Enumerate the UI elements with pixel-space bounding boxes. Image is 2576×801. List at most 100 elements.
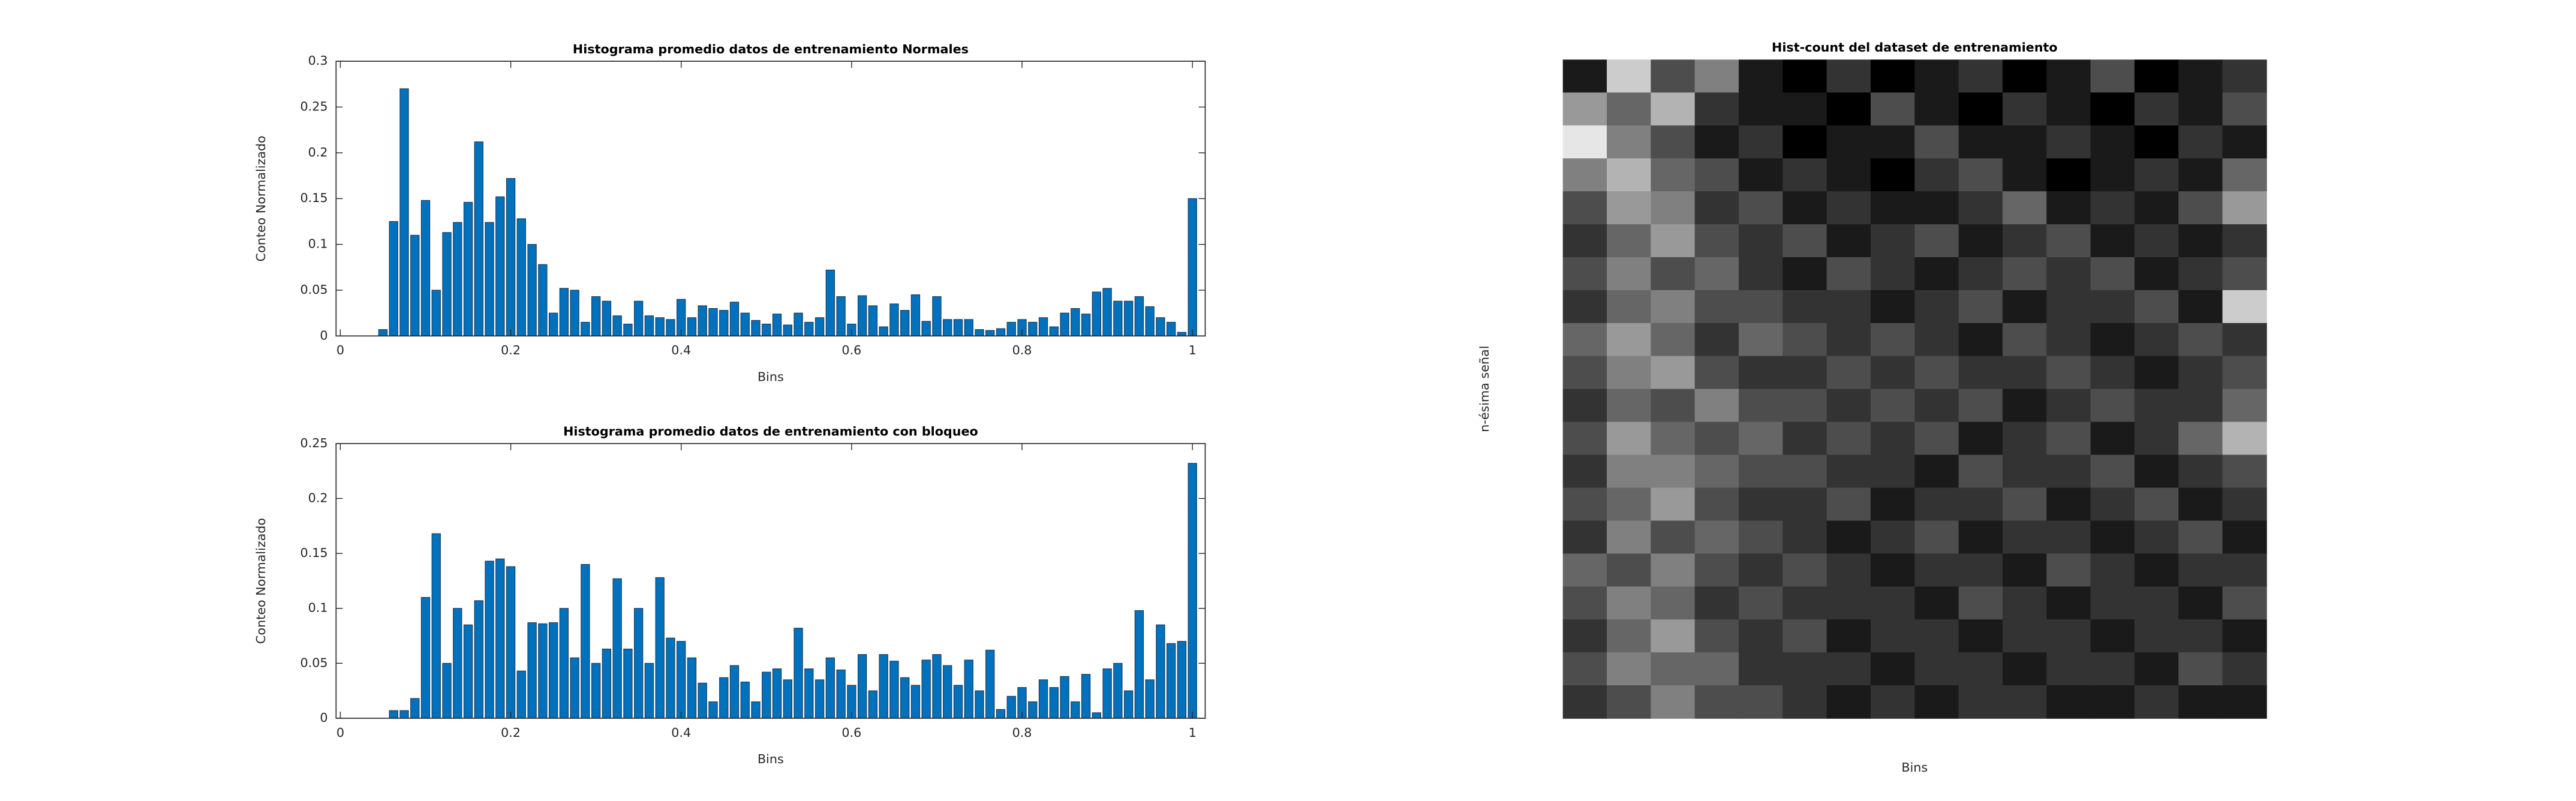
bar bbox=[921, 660, 931, 719]
heatmap-cell bbox=[1694, 520, 1739, 555]
heatmap-cell bbox=[2178, 59, 2223, 94]
x-tick-label: 1 bbox=[1189, 725, 1197, 740]
heatmap-cell bbox=[1870, 59, 1916, 94]
heatmap-cell bbox=[1958, 257, 2003, 291]
heatmap-cell bbox=[2178, 487, 2223, 522]
heatmap-cell bbox=[1651, 389, 1696, 423]
heatmap-cell bbox=[2134, 257, 2180, 291]
bar bbox=[879, 326, 888, 336]
heatmap-cell bbox=[1738, 454, 1784, 489]
heatmap-cell bbox=[1826, 290, 1871, 324]
heatmap-cell bbox=[1914, 257, 1959, 291]
bar bbox=[868, 305, 878, 336]
bar bbox=[825, 657, 835, 719]
bar bbox=[953, 685, 963, 719]
heatmap-cell bbox=[1562, 520, 1607, 555]
heatmap-cell bbox=[1958, 586, 2003, 621]
heatmap-cell bbox=[1914, 487, 1959, 522]
heatmap-cell bbox=[2090, 454, 2135, 489]
bar bbox=[698, 305, 707, 336]
bar bbox=[634, 608, 644, 719]
heatmap-cell bbox=[1783, 191, 1827, 225]
heatmap-cell bbox=[1738, 652, 1784, 686]
heatmap-cell bbox=[2134, 553, 2180, 588]
heatmap-cell bbox=[2046, 553, 2091, 588]
bar bbox=[1038, 679, 1048, 719]
bar bbox=[975, 329, 984, 336]
heatmap-cell bbox=[2002, 92, 2048, 127]
bar bbox=[570, 657, 579, 719]
bar bbox=[591, 663, 601, 719]
heatmap-cell bbox=[2090, 520, 2135, 555]
heatmap-cell bbox=[2090, 323, 2135, 357]
heatmap-cell bbox=[1826, 553, 1871, 588]
heatmap-cell bbox=[1738, 323, 1784, 357]
heatmap-cell bbox=[2134, 323, 2180, 357]
y-tick-label: 0.1 bbox=[308, 237, 328, 251]
bar bbox=[442, 232, 452, 336]
bar bbox=[453, 608, 462, 719]
heatmap-cell bbox=[2134, 158, 2180, 192]
heatmap-cell bbox=[2046, 125, 2091, 159]
bar bbox=[581, 321, 590, 336]
heatmap-cell bbox=[1914, 652, 1959, 686]
heatmap-cell bbox=[1826, 685, 1871, 719]
heatmap-cell bbox=[2222, 59, 2267, 94]
bar bbox=[1081, 674, 1091, 719]
heatmap-cell bbox=[2046, 487, 2091, 522]
heatmap-cell bbox=[2222, 685, 2267, 719]
heatmap-cell bbox=[1870, 356, 1916, 390]
chart-title: Hist-count del dataset de entrenamiento bbox=[1772, 40, 2058, 55]
heatmap-cell bbox=[1562, 487, 1607, 522]
heatmap-cell bbox=[2178, 92, 2223, 127]
heatmap-cell bbox=[2222, 356, 2267, 390]
heatmap-cell bbox=[1958, 652, 2003, 686]
heatmap-cell bbox=[1783, 685, 1827, 719]
heatmap-cell bbox=[2002, 290, 2048, 324]
bar bbox=[932, 654, 942, 719]
heatmap-cell bbox=[1607, 158, 1652, 192]
heatmap-cell bbox=[2222, 586, 2267, 621]
heatmap-cell bbox=[1738, 224, 1784, 258]
bar bbox=[474, 600, 483, 719]
bar bbox=[1123, 690, 1134, 719]
heatmap-cell bbox=[1651, 454, 1696, 489]
heatmap-cell bbox=[1914, 92, 1959, 127]
bar bbox=[570, 290, 579, 336]
bar bbox=[943, 665, 952, 719]
bar bbox=[623, 648, 633, 719]
heatmap-cell bbox=[1958, 356, 2003, 390]
heatmap-cell bbox=[1607, 454, 1652, 489]
heatmap-cell bbox=[2090, 158, 2135, 192]
heatmap-cell bbox=[1783, 356, 1827, 390]
heatmap-cell bbox=[1651, 158, 1696, 192]
heatmap-cell bbox=[1694, 257, 1739, 291]
y-tick-label: 0.05 bbox=[300, 282, 327, 297]
heatmap-cell bbox=[1958, 323, 2003, 357]
heatmap-cell bbox=[2178, 389, 2223, 423]
heatmap-cell bbox=[2222, 191, 2267, 225]
heatmap-cell bbox=[1738, 158, 1784, 192]
heatmap-cell bbox=[2134, 125, 2180, 159]
heatmap-cell bbox=[2222, 619, 2267, 653]
heatmap-cell bbox=[1562, 290, 1607, 324]
heatmap-cell bbox=[1694, 92, 1739, 127]
bar bbox=[516, 218, 527, 336]
heatmap-cell bbox=[1914, 290, 1959, 324]
heatmap-cell bbox=[1738, 685, 1784, 719]
bar bbox=[655, 317, 665, 336]
heatmap-cell bbox=[2090, 257, 2135, 291]
heatmap-cell bbox=[2134, 356, 2180, 390]
bar bbox=[463, 624, 473, 719]
bar bbox=[666, 637, 675, 719]
heatmap-cell bbox=[1826, 652, 1871, 686]
bar bbox=[1081, 314, 1091, 336]
heatmap-cell bbox=[1607, 59, 1652, 94]
bar bbox=[1071, 701, 1080, 719]
heatmap-cell bbox=[1607, 290, 1652, 324]
heatmap-cell bbox=[1738, 619, 1784, 653]
x-tick-label: 0.6 bbox=[841, 725, 861, 740]
heatmap-cell bbox=[1694, 652, 1739, 686]
bar bbox=[612, 315, 622, 336]
heatmap-cell bbox=[2222, 553, 2267, 588]
